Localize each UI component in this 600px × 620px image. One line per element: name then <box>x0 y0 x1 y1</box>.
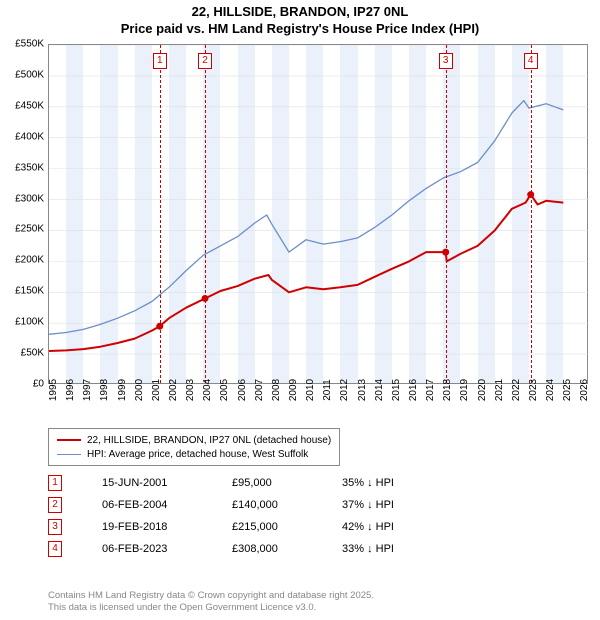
tx-price: £140,000 <box>232 499 342 511</box>
tx-date: 06-FEB-2023 <box>102 543 232 555</box>
footer-line: This data is licensed under the Open Gov… <box>48 602 374 614</box>
legend-item: HPI: Average price, detached house, West… <box>57 447 331 461</box>
table-row: 1 15-JUN-2001 £95,000 35% ↓ HPI <box>48 472 452 494</box>
tx-date: 15-JUN-2001 <box>102 477 232 489</box>
legend: 22, HILLSIDE, BRANDON, IP27 0NL (detache… <box>48 428 340 466</box>
plot-area: 1 2 3 4 <box>48 44 588 384</box>
transaction-table: 1 15-JUN-2001 £95,000 35% ↓ HPI 2 06-FEB… <box>48 472 452 560</box>
table-row: 3 19-FEB-2018 £215,000 42% ↓ HPI <box>48 516 452 538</box>
tx-price: £308,000 <box>232 543 342 555</box>
chart-area: 1 2 3 4 £0 £50K £100K £150K £200K £250K £300K £350… <box>0 40 600 420</box>
legend-swatch <box>57 439 81 441</box>
chart-container: 22, HILLSIDE, BRANDON, IP27 0NL Price pa… <box>0 0 600 620</box>
y-axis-label: £50K <box>21 348 44 359</box>
chart-marker: 1 <box>153 53 167 69</box>
tx-date: 06-FEB-2004 <box>102 499 232 511</box>
y-axis-label: £500K <box>15 69 44 80</box>
tx-date: 19-FEB-2018 <box>102 521 232 533</box>
y-axis-label: £150K <box>15 286 44 297</box>
table-row: 4 06-FEB-2023 £308,000 33% ↓ HPI <box>48 538 452 560</box>
plot-svg <box>49 45 589 385</box>
y-axis-label: £400K <box>15 131 44 142</box>
y-axis-label: £350K <box>15 162 44 173</box>
tx-diff: 33% ↓ HPI <box>342 543 452 555</box>
legend-swatch <box>57 454 81 455</box>
tx-price: £215,000 <box>232 521 342 533</box>
x-axis-label: 2026 <box>579 379 600 401</box>
footer-line: Contains HM Land Registry data © Crown c… <box>48 590 374 602</box>
tx-marker: 3 <box>48 519 62 535</box>
chart-marker: 2 <box>198 53 212 69</box>
y-axis-label: £250K <box>15 224 44 235</box>
tx-price: £95,000 <box>232 477 342 489</box>
tx-marker: 1 <box>48 475 62 491</box>
tx-diff: 37% ↓ HPI <box>342 499 452 511</box>
tx-diff: 42% ↓ HPI <box>342 521 452 533</box>
y-axis-label: £550K <box>15 39 44 50</box>
chart-marker: 3 <box>439 53 453 69</box>
title-block: 22, HILLSIDE, BRANDON, IP27 0NL Price pa… <box>0 0 600 38</box>
footer-attribution: Contains HM Land Registry data © Crown c… <box>48 590 374 614</box>
y-axis-label: £200K <box>15 255 44 266</box>
chart-marker: 4 <box>524 53 538 69</box>
legend-label: HPI: Average price, detached house, West… <box>87 449 308 460</box>
y-axis-label: £100K <box>15 317 44 328</box>
title-line-2: Price paid vs. HM Land Registry's House … <box>0 21 600 38</box>
legend-label: 22, HILLSIDE, BRANDON, IP27 0NL (detache… <box>87 435 331 446</box>
legend-item: 22, HILLSIDE, BRANDON, IP27 0NL (detache… <box>57 433 331 447</box>
y-axis-label: £300K <box>15 193 44 204</box>
tx-marker: 4 <box>48 541 62 557</box>
tx-diff: 35% ↓ HPI <box>342 477 452 489</box>
title-line-1: 22, HILLSIDE, BRANDON, IP27 0NL <box>0 4 600 21</box>
y-axis-label: £450K <box>15 100 44 111</box>
table-row: 2 06-FEB-2004 £140,000 37% ↓ HPI <box>48 494 452 516</box>
tx-marker: 2 <box>48 497 62 513</box>
y-axis-label: £0 <box>33 379 44 390</box>
